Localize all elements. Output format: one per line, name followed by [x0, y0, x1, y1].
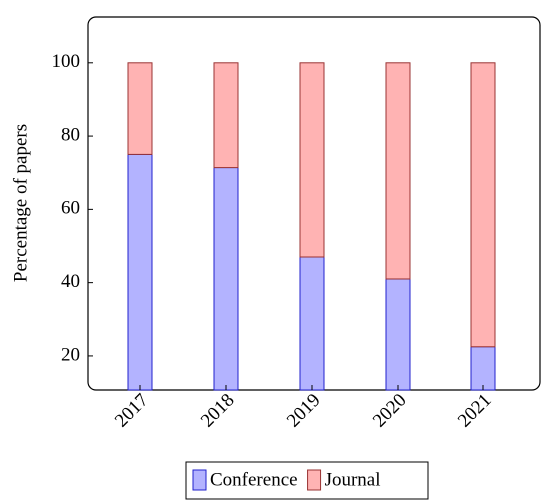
legend-swatch: [307, 469, 322, 491]
y-tick-label: 60: [61, 198, 80, 219]
bar-segment: [213, 167, 239, 391]
y-tick-label: 100: [52, 51, 81, 72]
legend-label: Journal: [325, 469, 381, 490]
bar-segment: [385, 278, 411, 391]
x-tick-label: 2020: [369, 390, 411, 432]
y-axis-label: Percentage of papers: [10, 124, 31, 282]
bar-segment: [470, 346, 496, 391]
bar-segment: [299, 62, 325, 258]
bar-segment: [299, 256, 325, 391]
bar-segment: [385, 62, 411, 280]
bar-segment: [213, 62, 239, 169]
legend-label: Conference: [210, 469, 298, 490]
y-tick-label: 80: [61, 124, 80, 145]
y-tick-label: 20: [61, 344, 80, 365]
bar-segment: [127, 153, 153, 391]
x-tick-label: 2018: [197, 390, 239, 432]
x-tick-label: 2017: [111, 390, 153, 432]
x-tick-label: 2021: [454, 390, 496, 432]
legend-swatch: [192, 469, 207, 491]
bar-segment: [127, 62, 153, 155]
bar-segment: [470, 62, 496, 348]
legend-box: [185, 461, 429, 500]
y-tick-label: 40: [61, 271, 80, 292]
x-tick-label: 2019: [283, 390, 325, 432]
